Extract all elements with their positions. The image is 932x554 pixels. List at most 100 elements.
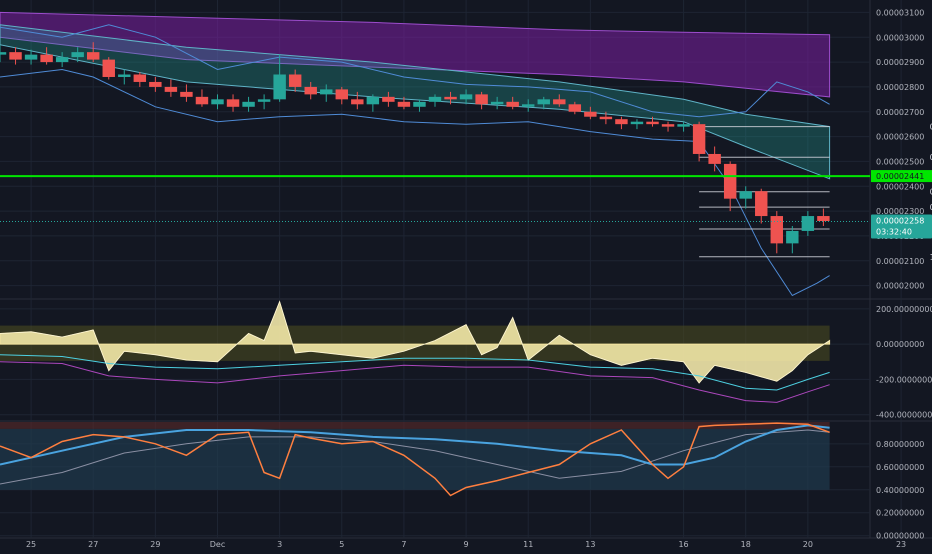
price-scale[interactable]: 0.00003100 0.00003000 0.00002900 0.00002800… (871, 8, 932, 541)
candle-body[interactable] (413, 101, 426, 107)
price-tick-label: 0.00003100 (876, 8, 924, 17)
candle-body[interactable] (786, 230, 799, 244)
candle-body[interactable] (444, 96, 457, 100)
oscillator-signal-line (0, 354, 830, 391)
candle-body[interactable] (677, 124, 690, 127)
candle-body[interactable] (755, 191, 768, 217)
candle-body[interactable] (335, 89, 348, 100)
candle-body[interactable] (739, 191, 752, 199)
candle-body[interactable] (211, 99, 224, 105)
candle-body[interactable] (40, 54, 53, 63)
candle-body[interactable] (646, 121, 659, 125)
candle-body[interactable] (615, 119, 628, 125)
oscillator-tick-label: 200.00000000 (876, 305, 932, 314)
candle-body[interactable] (817, 216, 830, 222)
price-pane[interactable]: 0(0.00002640)0.236(0.00002517)0.382(0.00… (0, 11, 932, 297)
candle-body[interactable] (723, 163, 737, 199)
candle-body[interactable] (599, 116, 613, 120)
oscillator-main-line (0, 300, 830, 384)
candle-body[interactable] (320, 89, 333, 95)
ratio-tick-label: 0.60000000 (876, 463, 924, 472)
time-tick-label: 7 (401, 540, 406, 549)
time-axis[interactable]: 252729Dec35791113161820232527 (26, 540, 932, 549)
candle-body[interactable] (522, 104, 535, 107)
price-tick-label: 0.00002500 (876, 157, 924, 166)
ratio-pane[interactable] (0, 422, 830, 497)
candle-body[interactable] (428, 96, 442, 102)
time-tick-label: 11 (523, 540, 533, 549)
candle-body[interactable] (459, 94, 473, 100)
time-tick-label: 18 (741, 540, 751, 549)
time-tick-label: 9 (464, 540, 469, 549)
candle-body[interactable] (0, 52, 7, 55)
candle-body[interactable] (273, 74, 286, 100)
time-tick-label: 3 (277, 540, 282, 549)
candle-body[interactable] (692, 124, 706, 154)
price-tick-label: 0.00002800 (876, 83, 924, 92)
bollinger-upper-line (0, 24, 830, 118)
candle-body[interactable] (195, 96, 209, 105)
bar-countdown-label: 03:32:40 (876, 228, 912, 237)
price-tick-label: 0.00002900 (876, 58, 924, 67)
price-tick-label: 0.00002100 (876, 257, 924, 266)
oscillator-tick-label: 0.00000000 (876, 340, 924, 349)
teal-cloud (0, 24, 831, 180)
candle-body[interactable] (55, 57, 69, 63)
time-tick-label: 29 (150, 540, 160, 549)
candle-body[interactable] (382, 96, 395, 102)
candle-body[interactable] (9, 52, 22, 60)
candle-body[interactable] (630, 121, 644, 125)
candle-body[interactable] (397, 101, 411, 107)
candle-body[interactable] (568, 104, 582, 112)
candle-body[interactable] (366, 96, 380, 105)
candle-body[interactable] (149, 81, 162, 87)
candle-body[interactable] (584, 111, 597, 117)
time-tick-label: 16 (678, 540, 688, 549)
ratio-blue-line (0, 424, 830, 466)
candle-body[interactable] (102, 59, 115, 77)
candle-body[interactable] (661, 124, 675, 127)
candle-body[interactable] (133, 74, 147, 82)
candle-body[interactable] (118, 74, 131, 77)
oscillator-pane[interactable] (0, 300, 831, 403)
candle-body[interactable] (226, 99, 240, 107)
candle-body[interactable] (770, 216, 783, 244)
candle-body[interactable] (537, 99, 550, 105)
candle-body[interactable] (87, 52, 100, 60)
candle-body[interactable] (351, 99, 364, 105)
candle-body[interactable] (553, 99, 566, 105)
ratio-tick-label: 0.20000000 (876, 509, 924, 518)
candle-body[interactable] (801, 216, 815, 231)
candle-body[interactable] (304, 86, 317, 95)
purple-cloud (0, 11, 831, 98)
ratio-tick-label: 0.80000000 (876, 440, 924, 449)
candle-body[interactable] (164, 86, 178, 92)
candle-body[interactable] (506, 101, 519, 107)
last-price-label: 0.00002258 (876, 217, 924, 226)
ratio-gray-line (0, 429, 830, 485)
candle-body[interactable] (490, 101, 504, 105)
time-tick-label: 27 (88, 540, 98, 549)
price-tick-label: 0.00002700 (876, 108, 924, 117)
candle-body[interactable] (242, 101, 255, 107)
candle-body[interactable] (288, 74, 302, 87)
time-tick-label: 20 (803, 540, 813, 549)
price-tick-label: 0.00002300 (876, 207, 924, 216)
time-tick-label: 25 (26, 540, 36, 549)
time-tick-label: Dec (210, 540, 225, 549)
oscillator-tick-label: -400.00000000 (876, 411, 932, 420)
ratio-tick-label: 0.00000000 (876, 532, 924, 541)
candle-body[interactable] (180, 91, 193, 97)
bollinger-lower-line (0, 68, 830, 297)
candle-body[interactable] (71, 52, 84, 58)
candle-body[interactable] (24, 54, 38, 60)
candle-body[interactable] (257, 99, 271, 102)
candle-body[interactable] (708, 153, 721, 164)
candle-body[interactable] (475, 94, 488, 105)
last-price-label-box (871, 214, 932, 239)
horizontal-line-label: 0.00002441 (876, 172, 924, 181)
fib-level-label: 0.618(0.00002316) (930, 203, 932, 212)
fib-level-label: 0(0.00002640) (930, 123, 932, 132)
